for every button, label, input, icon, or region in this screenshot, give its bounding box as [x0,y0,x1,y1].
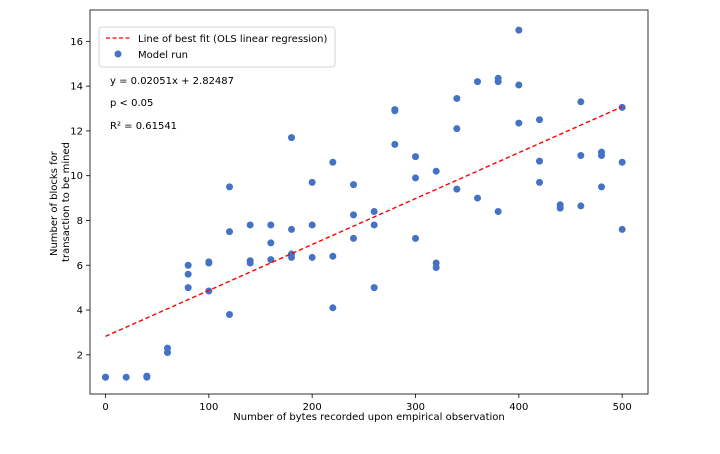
data-point [184,261,192,269]
data-point [577,202,585,210]
data-point [391,107,399,115]
data-point [370,284,378,292]
data-point [164,349,171,357]
data-point [453,94,461,102]
data-point [288,134,295,142]
data-point [143,373,151,381]
data-point [598,152,605,160]
y-axis-ticks: 2 4 6 8 10 12 14 16 [70,37,90,361]
data-point [474,194,481,202]
r-squared: R² = 0.61541 [110,121,177,132]
data-point [267,239,275,247]
data-point [246,259,254,267]
data-point [577,152,585,160]
x-tick-label: 100 [199,402,218,413]
data-point [453,185,461,193]
y-tick-label: 2 [77,350,83,361]
data-point [453,125,461,133]
x-axis-ticks: 0 100 200 300 400 500 [102,394,632,413]
legend-model-run-marker [114,50,122,58]
data-point [536,116,543,124]
regression-equation: y = 0.02051x + 2.82487 [110,76,234,87]
data-point [577,98,585,106]
fit-line [105,106,623,337]
x-tick-label: 0 [102,402,108,413]
legend-frame [98,26,336,68]
data-point [102,373,109,381]
x-axis-label: Number of bytes recorded upon empirical … [233,412,504,423]
data-point [246,221,254,229]
data-point [205,258,213,266]
data-point [226,228,233,236]
data-point [350,181,357,189]
y-tick-label: 16 [70,37,83,48]
y-tick-label: 14 [70,82,83,93]
y-tick-label: 12 [70,126,83,137]
y-axis-label-line-2: transaction to be mined [61,142,72,262]
x-tick-label: 200 [303,402,322,413]
data-point [536,157,543,165]
data-point [329,304,337,312]
legend-fit-label: Line of best fit (OLS linear regression) [138,34,327,45]
data-point [370,208,378,216]
data-point [288,253,295,261]
y-axis-label-line-1: Number of blocks for [49,150,60,256]
data-point [288,225,295,233]
data-point [391,140,399,148]
data-point [494,78,502,86]
x-tick-label: 400 [509,402,528,413]
data-point [432,263,440,271]
y-tick-label: 6 [77,261,83,272]
data-point [350,234,357,242]
data-point [329,158,337,166]
y-tick-label: 10 [70,171,83,182]
data-point [184,284,192,292]
data-point [494,208,502,216]
data-point [618,158,626,166]
data-point [184,270,192,278]
data-point [536,178,543,186]
data-point [515,81,523,89]
data-points [102,26,626,381]
data-point [329,252,337,260]
plot-area-frame [89,9,649,395]
p-value: p < 0.05 [110,98,153,109]
data-point [515,26,523,34]
data-point [226,183,233,191]
data-point [432,167,440,175]
data-point [122,373,130,381]
data-point [515,119,523,127]
data-point [350,211,357,219]
data-point [598,183,605,191]
legend-model-run-label: Model run [138,50,188,61]
data-point [412,174,419,182]
data-point [370,221,378,229]
fit-line-layer [105,106,623,337]
data-point [556,204,564,212]
y-tick-label: 8 [77,216,83,227]
legend: Line of best fit (OLS linear regression)… [98,26,336,68]
data-point [308,221,316,229]
data-point [412,153,419,161]
x-tick-label: 300 [406,402,425,413]
data-point [308,253,316,261]
y-axis-label: Number of blocks for transaction to be m… [49,142,72,262]
data-point [474,78,481,86]
data-point [308,178,316,186]
data-point [267,221,275,229]
data-point [412,234,419,242]
data-point [618,225,626,233]
y-tick-label: 4 [77,306,83,317]
data-point [226,311,233,319]
x-tick-label: 500 [613,402,632,413]
